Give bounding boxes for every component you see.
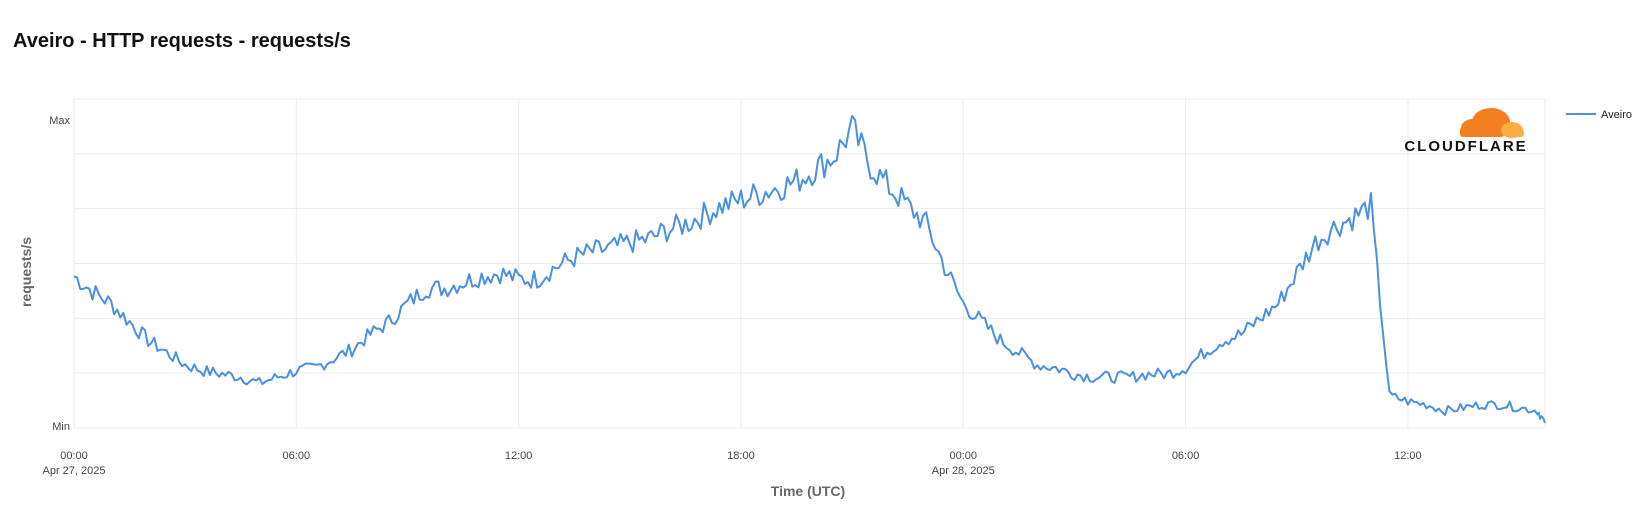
page-title: Aveiro - HTTP requests - requests/s xyxy=(13,30,351,52)
x-axis-label: Time (UTC) xyxy=(771,483,845,499)
x-tick-label: 00:00 xyxy=(950,450,978,462)
x-tick-label: 18:00 xyxy=(727,450,755,462)
y-axis-label: requests/s xyxy=(18,237,34,307)
x-tick-label: 00:00 xyxy=(60,450,88,462)
cloud-icon xyxy=(1460,108,1524,138)
y-tick-label-min: Min xyxy=(52,421,70,433)
grid xyxy=(73,98,1546,429)
x-tick-label: 06:00 xyxy=(283,450,311,462)
x-tick-date-label: Apr 28, 2025 xyxy=(932,465,995,477)
cloudflare-logo: CLOUDFLARE xyxy=(1404,108,1527,155)
x-tick-label: 06:00 xyxy=(1172,450,1200,462)
series-layer xyxy=(73,115,1546,424)
x-tick-label: 12:00 xyxy=(1394,450,1422,462)
series-line-aveiro[interactable] xyxy=(73,115,1546,424)
axes: 00:00 Apr 27, 2025 06:00 12:00 18:00 00:00 Apr… xyxy=(43,115,1422,477)
legend: Aveiro xyxy=(1566,109,1632,121)
y-tick-label-max: Max xyxy=(49,115,70,127)
x-tick-label: 12:00 xyxy=(505,450,533,462)
logo-text: CLOUDFLARE xyxy=(1404,138,1527,155)
legend-entry-label[interactable]: Aveiro xyxy=(1601,109,1632,121)
x-tick-date-label: Apr 27, 2025 xyxy=(43,465,106,477)
